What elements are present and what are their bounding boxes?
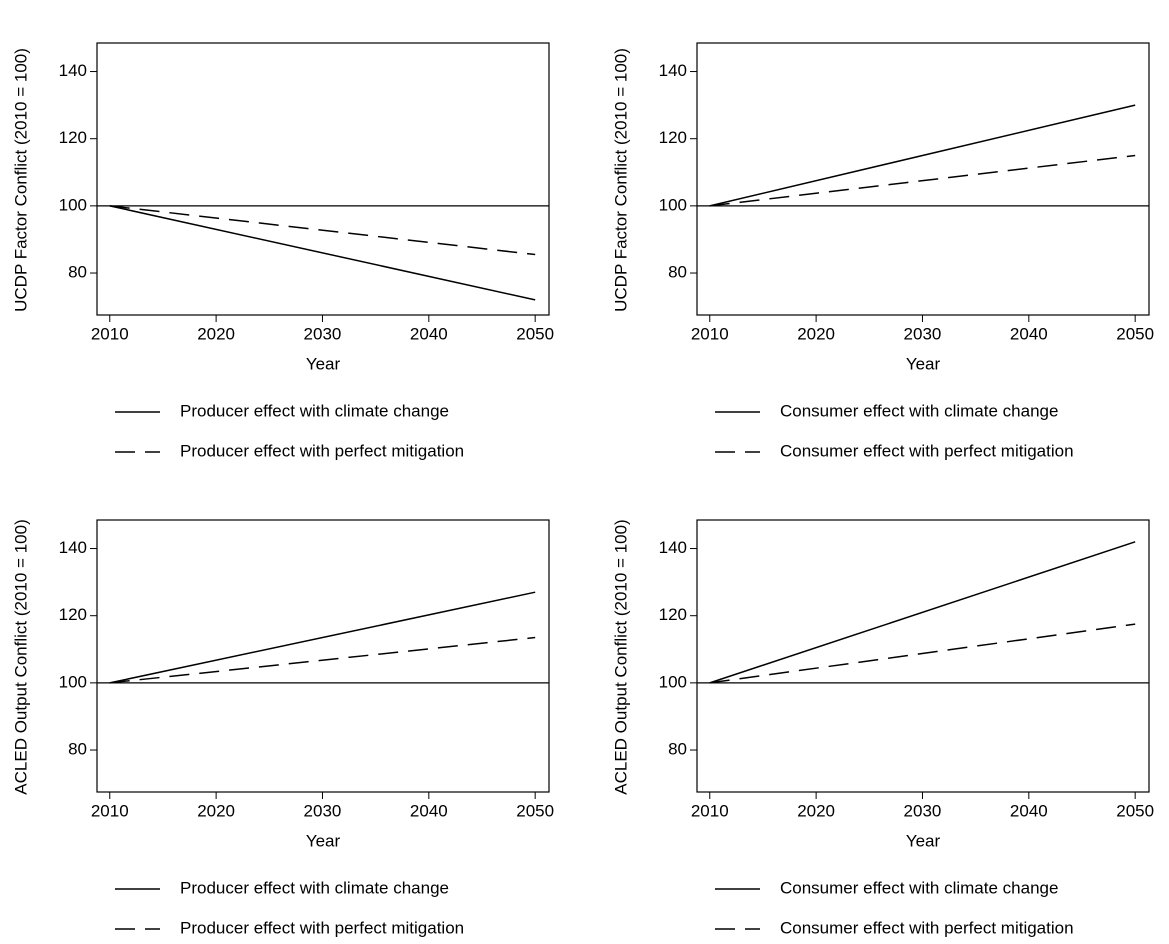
legend-label: Consumer effect with perfect mitigation [780, 441, 1074, 460]
x-tick-label: 2020 [797, 801, 835, 820]
x-tick-label: 2010 [91, 324, 129, 343]
x-tick-label: 2030 [304, 801, 342, 820]
y-tick-label: 140 [659, 61, 687, 80]
x-tick-label: 2020 [197, 801, 235, 820]
series-line [709, 154, 1136, 207]
x-tick-label: 2050 [1116, 801, 1154, 820]
series-line [709, 104, 1136, 207]
x-tick-label: 2010 [691, 324, 729, 343]
plot-frame [696, 42, 1150, 316]
x-tick-label: 2020 [197, 324, 235, 343]
series-line [109, 205, 536, 256]
y-tick-label: 80 [668, 263, 687, 282]
legend-label: Producer effect with perfect mitigation [180, 918, 464, 937]
y-tick-label: 100 [59, 195, 87, 214]
plot-frame [96, 42, 550, 316]
x-axis-label: Year [306, 831, 341, 850]
x-axis-label: Year [906, 354, 941, 373]
x-tick-label: 2030 [904, 324, 942, 343]
x-tick-label: 2050 [516, 801, 554, 820]
y-tick-label: 80 [68, 740, 87, 759]
legend-label: Producer effect with perfect mitigation [180, 441, 464, 460]
y-tick-label: 120 [59, 605, 87, 624]
series-line [709, 623, 1136, 684]
x-tick-label: 2010 [91, 801, 129, 820]
legend-label: Consumer effect with climate change [780, 878, 1058, 897]
x-tick-label: 2040 [1010, 324, 1048, 343]
series-line [109, 205, 536, 301]
x-tick-label: 2040 [410, 801, 448, 820]
x-tick-label: 2040 [410, 324, 448, 343]
x-tick-label: 2040 [1010, 801, 1048, 820]
legend-label: Producer effect with climate change [180, 401, 449, 420]
y-axis-label: UCDP Factor Conflict (2010 = 100) [611, 48, 630, 312]
y-axis-label: ACLED Output Conflict (2010 = 100) [611, 519, 630, 794]
y-tick-label: 100 [659, 195, 687, 214]
y-tick-label: 120 [59, 128, 87, 147]
x-tick-label: 2010 [691, 801, 729, 820]
x-tick-label: 2030 [304, 324, 342, 343]
plot-frame [96, 519, 550, 793]
legend-label: Producer effect with climate change [180, 878, 449, 897]
y-tick-label: 140 [659, 538, 687, 557]
x-axis-label: Year [306, 354, 341, 373]
x-tick-label: 2030 [904, 801, 942, 820]
y-tick-label: 100 [59, 672, 87, 691]
series-line [109, 636, 536, 684]
y-tick-label: 140 [59, 61, 87, 80]
x-tick-label: 2050 [1116, 324, 1154, 343]
y-axis-label: ACLED Output Conflict (2010 = 100) [11, 519, 30, 794]
x-axis-label: Year [906, 831, 941, 850]
y-tick-label: 100 [659, 672, 687, 691]
x-tick-label: 2050 [516, 324, 554, 343]
y-tick-label: 80 [668, 740, 687, 759]
y-tick-label: 80 [68, 263, 87, 282]
series-line [109, 591, 536, 684]
plot-frame [696, 519, 1150, 793]
series-line [709, 541, 1136, 684]
y-tick-label: 120 [659, 605, 687, 624]
y-tick-label: 120 [659, 128, 687, 147]
y-tick-label: 140 [59, 538, 87, 557]
legend-label: Consumer effect with climate change [780, 401, 1058, 420]
legend-label: Consumer effect with perfect mitigation [780, 918, 1074, 937]
x-tick-label: 2020 [797, 324, 835, 343]
y-axis-label: UCDP Factor Conflict (2010 = 100) [11, 48, 30, 312]
